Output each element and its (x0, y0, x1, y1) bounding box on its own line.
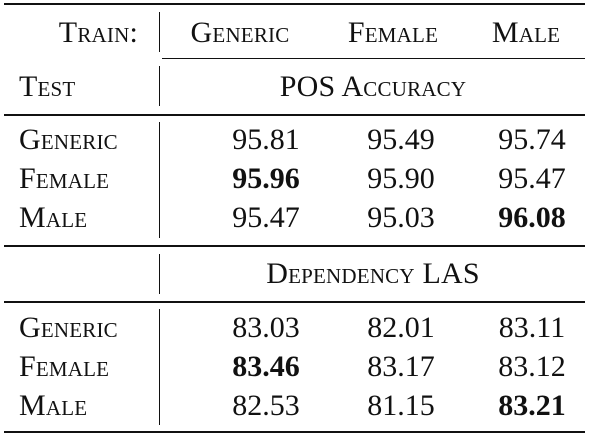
las-title-divider (159, 254, 161, 294)
test-label: Test (19, 70, 76, 103)
row-label: Female (19, 350, 110, 383)
table-cell: 83.12 (498, 350, 566, 383)
train-col-female: Female (347, 16, 439, 49)
table-cell-best: 83.46 (232, 350, 300, 383)
row-label: Generic (19, 311, 118, 344)
header-cmidrule (162, 58, 585, 59)
section-rule-las (4, 301, 585, 303)
test-divider (159, 66, 161, 106)
section-rule-pos (4, 114, 585, 116)
table-cell: 81.15 (367, 389, 435, 422)
row-label: Male (19, 389, 88, 422)
table-cell: 95.47 (232, 201, 300, 234)
table-cell: 95.81 (232, 123, 300, 156)
table-cell: 83.03 (232, 311, 300, 344)
top-rule (4, 3, 585, 5)
mid-rule (4, 245, 585, 247)
table-cell: 95.49 (367, 123, 435, 156)
row-label: Generic (19, 123, 118, 156)
table-cell: 95.90 (367, 162, 435, 195)
table-cell: 95.74 (498, 123, 566, 156)
row-label: Female (19, 162, 110, 195)
pos-body-divider (159, 122, 161, 238)
table-cell: 95.47 (498, 162, 566, 195)
table-cell: 82.01 (367, 311, 435, 344)
las-body-divider (159, 309, 161, 425)
train-col-generic: Generic (190, 16, 290, 49)
bottom-rule (4, 431, 585, 433)
table-cell: 95.03 (367, 201, 435, 234)
table-cell-best: 96.08 (498, 201, 566, 234)
table-cell-best: 95.96 (232, 162, 300, 195)
table-cell: 82.53 (232, 389, 300, 422)
row-label: Male (19, 201, 88, 234)
section-title-las: Dependency LAS (266, 257, 480, 290)
section-title-pos: POS Accuracy (279, 70, 467, 103)
table-cell: 83.17 (367, 350, 435, 383)
train-col-male: Male (491, 16, 561, 49)
table-cell: 83.11 (498, 311, 566, 344)
header-divider (159, 12, 161, 52)
table-cell-best: 83.21 (498, 389, 566, 422)
train-label: Train: (58, 16, 138, 49)
